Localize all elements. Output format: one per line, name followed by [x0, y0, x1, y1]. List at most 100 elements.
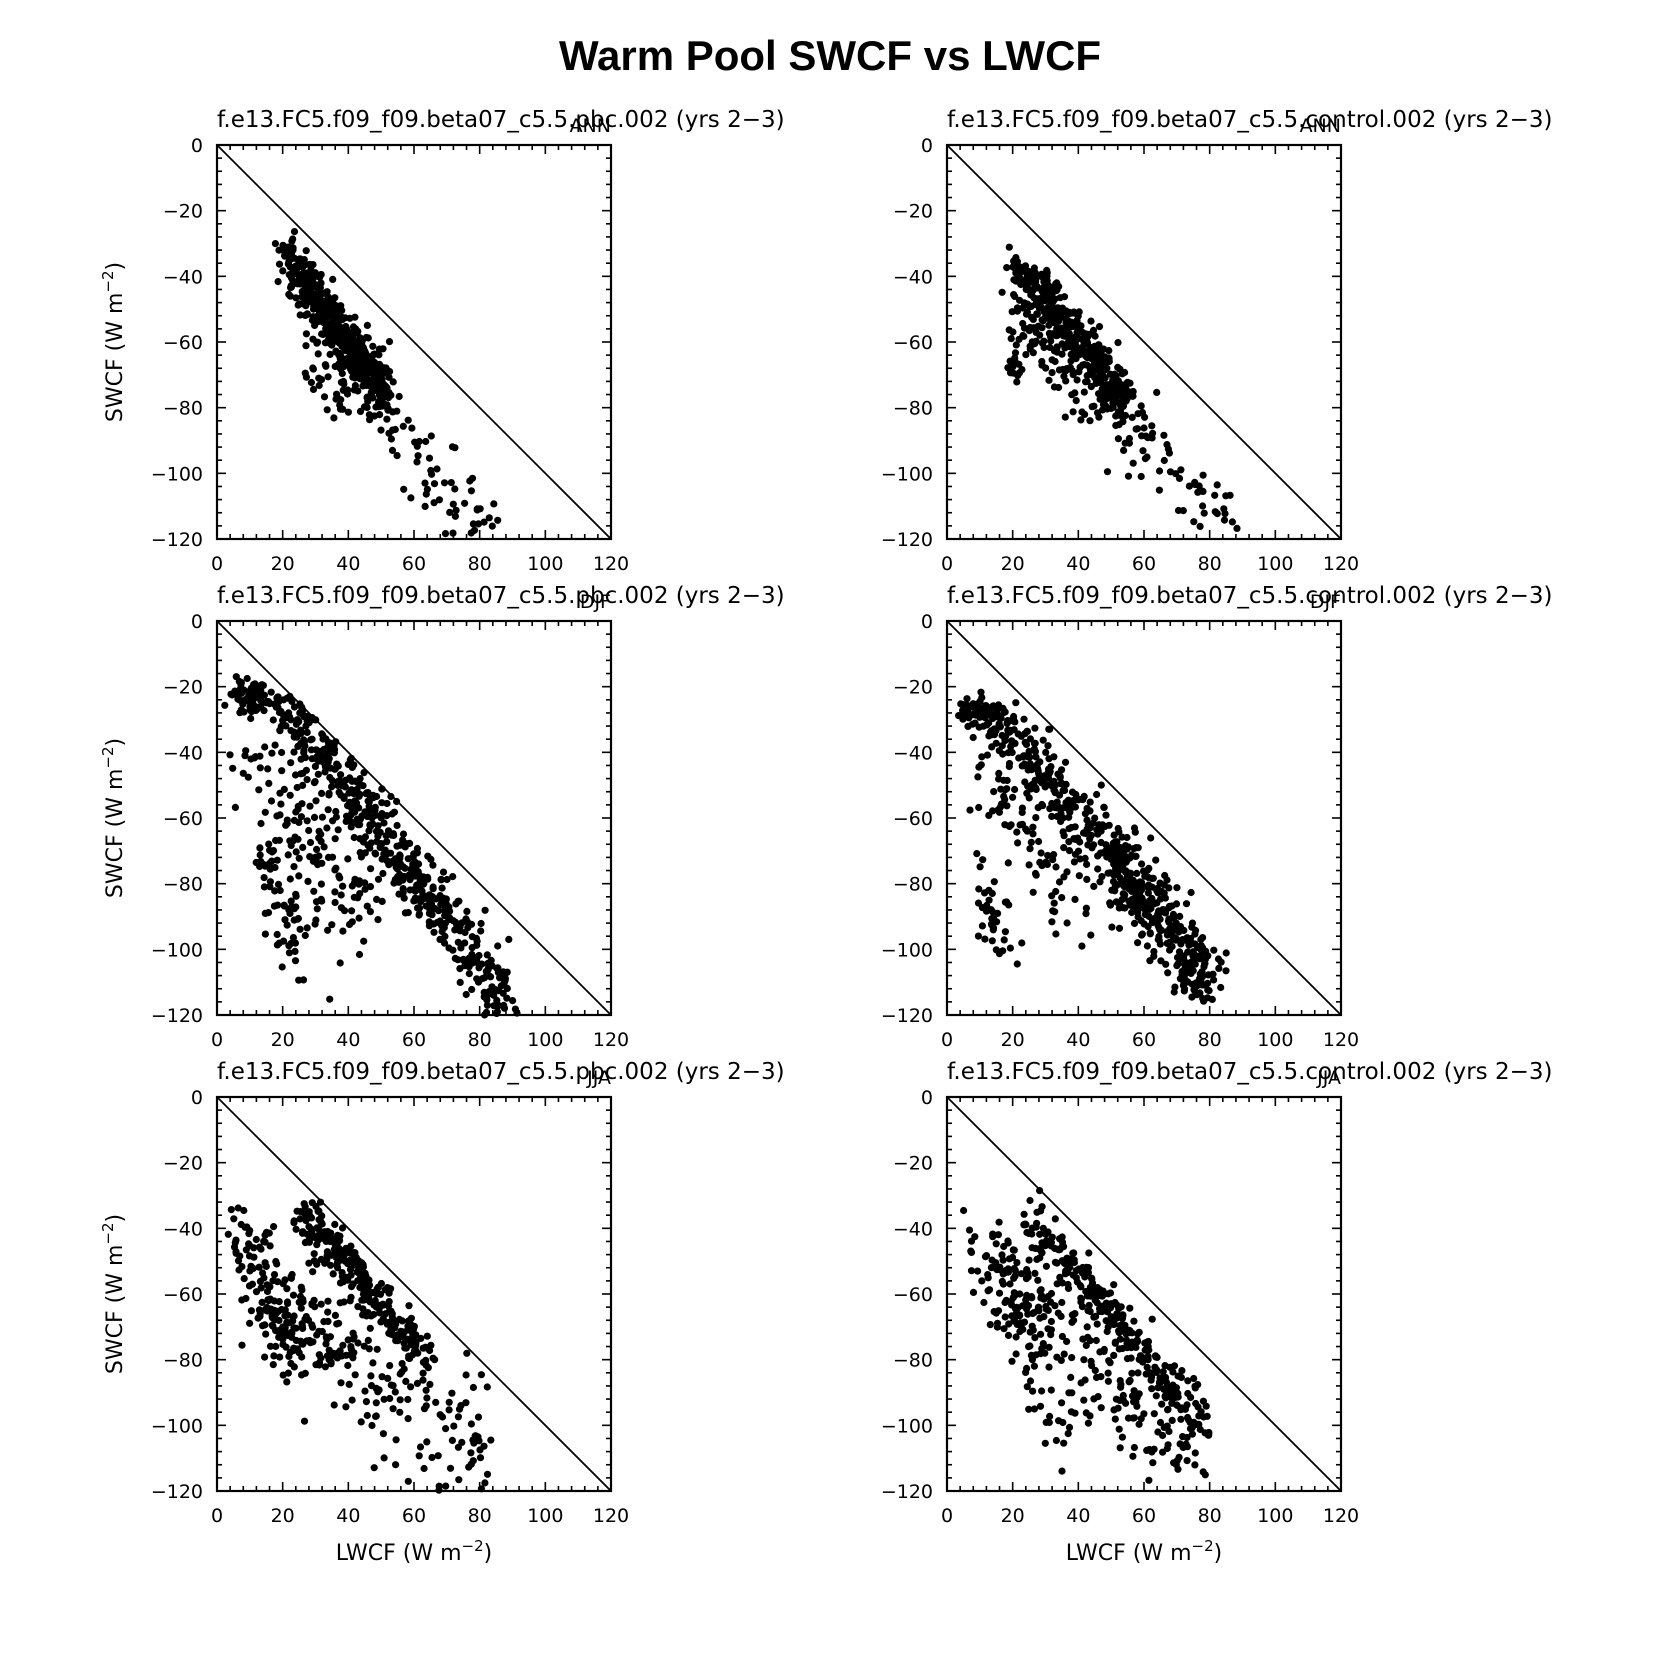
data-point [1024, 280, 1032, 288]
scatter-panel-6: f.e13.FC5.f09_f09.beta07_c5.5.control.00… [881, 1059, 1553, 1566]
y-tick-label: −40 [893, 1218, 933, 1240]
data-point [252, 1288, 261, 1296]
data-point [1001, 821, 1009, 829]
one-to-one-line [946, 620, 1342, 1016]
data-point [1091, 1366, 1099, 1375]
data-point [313, 1224, 321, 1232]
data-point [314, 350, 322, 358]
data-point [1199, 487, 1207, 495]
data-point [1022, 351, 1030, 359]
data-point [1077, 1294, 1085, 1302]
data-point [256, 862, 264, 871]
data-point [336, 401, 344, 409]
data-point [1137, 472, 1145, 481]
data-point [449, 500, 457, 508]
data-point [339, 882, 347, 890]
data-point [318, 1327, 326, 1336]
data-point [1041, 292, 1050, 300]
data-point [980, 1298, 988, 1307]
data-point [1073, 328, 1081, 336]
data-point [291, 957, 300, 965]
data-point [391, 876, 399, 884]
data-point [430, 480, 439, 488]
data-point [231, 690, 239, 698]
data-point [1055, 383, 1063, 392]
data-point [1077, 416, 1085, 424]
data-point [1119, 877, 1128, 885]
data-point [1127, 1354, 1135, 1362]
x-axis-label-exponent: −2 [1192, 1537, 1214, 1555]
data-point [287, 841, 295, 850]
data-point [1041, 1439, 1049, 1447]
data-point [429, 1354, 437, 1362]
data-point [1082, 904, 1090, 912]
y-axis-label-close: ) [103, 262, 128, 271]
data-point [418, 887, 426, 895]
data-point [235, 677, 243, 686]
data-point [344, 1361, 352, 1370]
data-point [398, 1317, 406, 1325]
data-point [480, 993, 488, 1001]
data-point [1155, 486, 1163, 494]
data-point [1016, 821, 1024, 829]
data-point [1135, 1420, 1143, 1428]
data-point [1038, 800, 1046, 809]
data-point [290, 1219, 298, 1227]
data-point [488, 983, 496, 991]
data-point [391, 425, 399, 434]
data-point [1156, 940, 1164, 948]
data-point [1133, 425, 1142, 433]
data-point [1197, 975, 1205, 984]
data-point [378, 1373, 386, 1381]
data-point [1209, 970, 1217, 978]
data-point [1134, 844, 1142, 852]
data-point [1058, 1467, 1066, 1475]
data-point [232, 1249, 240, 1257]
data-point [1089, 326, 1098, 334]
data-point [366, 821, 374, 829]
data-point [297, 726, 305, 734]
data-point [1200, 1413, 1208, 1421]
data-point [354, 1339, 362, 1347]
data-point [1172, 470, 1180, 478]
data-point [1036, 331, 1044, 339]
data-point [320, 843, 328, 851]
data-point [285, 949, 293, 957]
x-tick-label: 0 [211, 553, 223, 575]
data-point [997, 800, 1006, 808]
data-point [369, 794, 377, 802]
data-point [1020, 715, 1028, 723]
data-point [221, 701, 229, 709]
data-point [1108, 923, 1116, 931]
data-point [367, 1372, 375, 1380]
data-point [381, 1286, 389, 1294]
data-point [1158, 1400, 1166, 1408]
data-point [1061, 786, 1069, 795]
panel-subtitle: f.e13.FC5.f09_f09.beta07_c5.5.control.00… [947, 107, 1553, 133]
x-tick-label: 120 [593, 1029, 629, 1051]
data-point [1006, 944, 1015, 952]
x-tick-label: 80 [1198, 1505, 1222, 1527]
data-point [1214, 955, 1223, 963]
data-point [326, 739, 334, 747]
data-point [255, 1263, 263, 1271]
data-point [413, 904, 422, 912]
data-point [290, 228, 299, 236]
data-point [1021, 730, 1029, 738]
x-tick-label: 60 [1132, 553, 1156, 575]
data-point [1082, 378, 1090, 386]
data-point [314, 312, 322, 320]
data-point [1000, 792, 1008, 801]
data-point [244, 773, 252, 781]
data-point [339, 1341, 347, 1349]
data-point [378, 855, 386, 863]
data-point [473, 941, 481, 949]
data-point [257, 1245, 265, 1253]
data-point [1144, 873, 1152, 882]
data-point [1004, 1239, 1012, 1247]
data-point [1071, 850, 1079, 858]
data-point [1055, 878, 1064, 886]
x-tick-label: 80 [1198, 1029, 1222, 1051]
data-point [1146, 957, 1154, 965]
data-point [231, 803, 239, 812]
